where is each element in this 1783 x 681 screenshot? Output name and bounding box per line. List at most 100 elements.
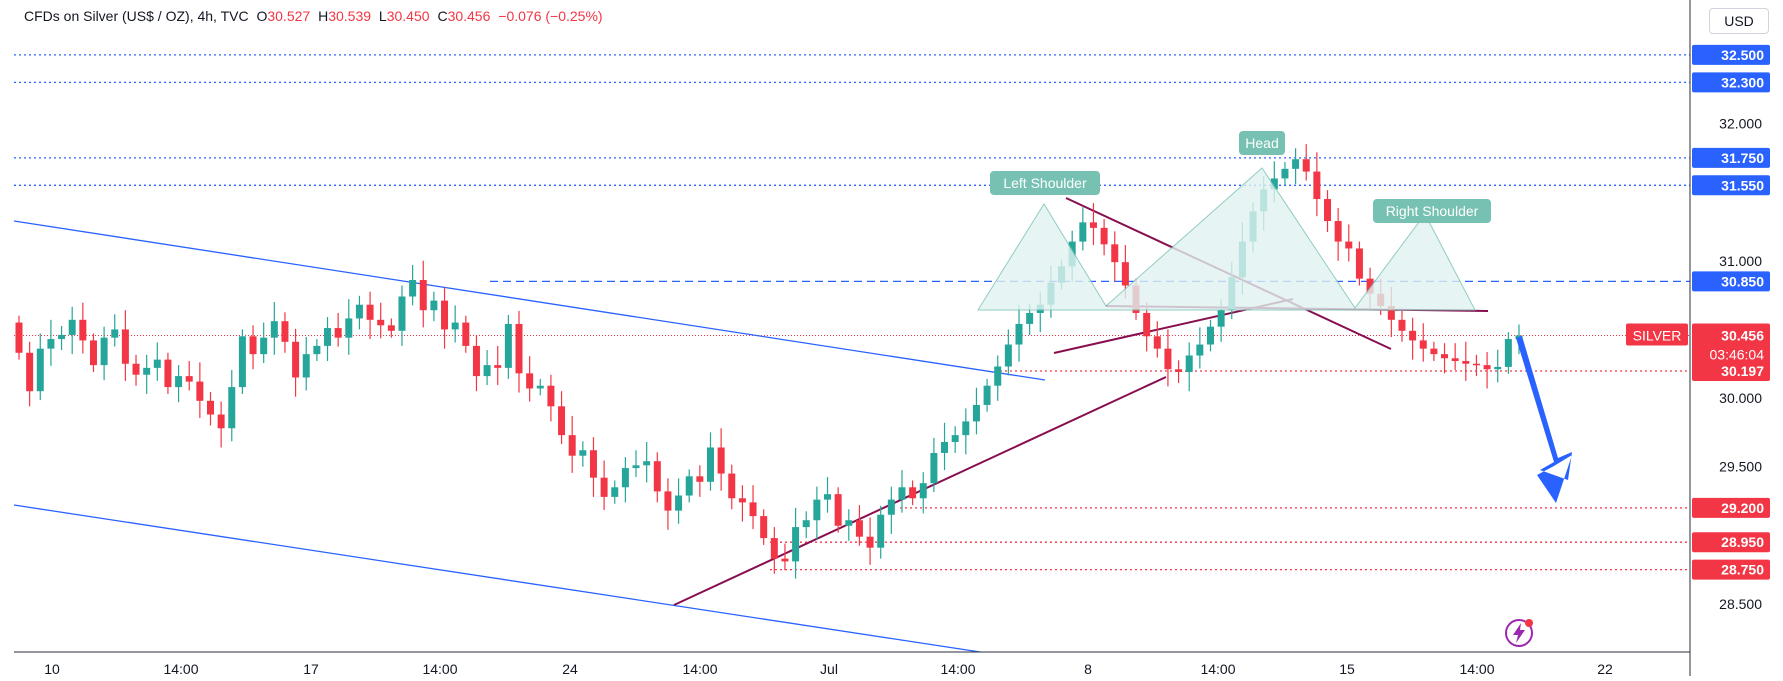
candle-body <box>111 329 119 338</box>
candle <box>1185 342 1193 392</box>
candle-body <box>675 495 683 511</box>
candle <box>515 310 523 393</box>
candle <box>526 356 534 402</box>
x-tick-label: 14:00 <box>422 661 457 676</box>
candle <box>706 432 714 491</box>
x-tick-label: 14:00 <box>1200 661 1235 676</box>
candle <box>547 374 555 422</box>
currency-button[interactable]: USD <box>1709 8 1769 34</box>
candle-body <box>1121 262 1129 286</box>
candle-body <box>1143 312 1151 337</box>
candle-body <box>164 359 172 388</box>
x-tick-label: 10 <box>44 661 60 676</box>
candle <box>79 302 87 354</box>
price-label-text: 28.750 <box>1721 562 1764 578</box>
candle <box>68 306 76 355</box>
candle-body <box>238 336 246 388</box>
candle-body <box>1270 178 1278 190</box>
candle <box>632 450 640 477</box>
candle-body <box>515 323 523 374</box>
candle <box>664 478 672 530</box>
candle-body <box>1324 199 1332 221</box>
candle <box>345 299 353 355</box>
open-label: O <box>256 8 268 24</box>
candle-body <box>664 491 672 511</box>
candle-body <box>206 400 214 415</box>
price-line-label: 30.197 <box>1692 361 1770 382</box>
x-tick-label: Jul <box>820 661 838 676</box>
price-label-bg <box>1692 532 1770 553</box>
flash-icon[interactable] <box>1503 617 1535 649</box>
candle <box>696 465 704 497</box>
countdown-value: 03:46:04 <box>1710 346 1765 362</box>
candle <box>249 325 257 370</box>
candle-body <box>919 483 927 499</box>
price-label-bg <box>1692 497 1770 518</box>
candle-body <box>611 487 619 497</box>
candle-body <box>89 340 97 366</box>
candle-body <box>387 325 395 331</box>
candle-body <box>366 304 374 320</box>
candle-body <box>451 322 459 330</box>
candle <box>877 505 885 559</box>
price-label-text: 31.550 <box>1721 177 1764 193</box>
symbol-tag-text: SILVER <box>1633 327 1682 343</box>
candle-body <box>292 341 300 378</box>
candle <box>281 312 289 353</box>
candle <box>58 326 66 351</box>
candle <box>643 441 651 483</box>
candle-body <box>1026 312 1034 324</box>
symbol-tag-bg <box>1626 323 1688 346</box>
candle <box>738 485 746 522</box>
candle <box>653 452 661 503</box>
candle <box>845 509 853 541</box>
y-tick-label: 31.000 <box>1719 253 1762 269</box>
channel-lower-line <box>13 504 981 653</box>
candle-body <box>589 450 597 478</box>
candle-body <box>494 365 502 368</box>
price-label-bg <box>1692 361 1770 382</box>
candle-body <box>143 367 151 375</box>
candle <box>802 511 810 539</box>
candle <box>749 485 757 530</box>
candle <box>962 408 970 455</box>
candle-body <box>504 323 512 368</box>
candle <box>1206 319 1214 352</box>
candle-body <box>643 461 651 466</box>
candle-body <box>1004 344 1012 367</box>
candle-body <box>121 329 129 364</box>
candle <box>36 333 44 401</box>
candle <box>1100 218 1108 256</box>
pattern-label-text: Left Shoulder <box>1003 175 1087 191</box>
candle-body <box>834 494 842 526</box>
candle-body <box>1472 363 1480 366</box>
candle <box>760 509 768 545</box>
candle <box>260 322 268 364</box>
price-label-bg <box>1692 72 1770 93</box>
candle-body <box>994 366 1002 386</box>
price-label-bg <box>1692 175 1770 196</box>
candle <box>504 315 512 379</box>
candle-body <box>579 450 587 456</box>
candle <box>441 287 449 349</box>
candle-body <box>770 538 778 559</box>
candle <box>621 457 629 503</box>
price-label-text: 29.200 <box>1721 500 1764 516</box>
candle-body <box>887 499 895 515</box>
candle-body <box>313 345 321 355</box>
candle-body <box>1185 355 1193 372</box>
pattern-label: Head <box>1239 131 1285 155</box>
candle <box>1462 341 1470 381</box>
candle <box>26 341 34 407</box>
candle-body <box>568 435 576 456</box>
candle-body <box>866 536 874 548</box>
candle-body <box>845 520 853 526</box>
candle <box>302 336 310 391</box>
candle-body <box>1334 220 1342 242</box>
candle-body <box>472 345 480 377</box>
candle <box>1164 329 1172 387</box>
candle-body <box>547 385 555 407</box>
candle <box>994 355 1002 401</box>
